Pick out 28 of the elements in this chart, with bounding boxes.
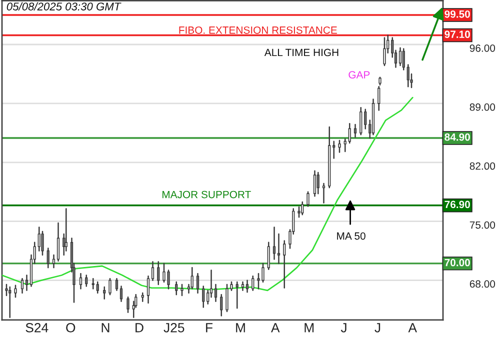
ref-line-label: 84.90 (444, 133, 470, 141)
annotation: GAP (348, 71, 370, 79)
annotation: MAJOR SUPPORT (162, 190, 251, 198)
x-tick-label: M (236, 323, 245, 332)
x-tick-label: O (66, 323, 76, 332)
annotation: FIBO. EXTENSION RESISTANCE (179, 26, 337, 34)
x-tick-label: J (374, 323, 380, 332)
y-tick-label: 89.00 (470, 103, 496, 111)
x-tick-label: S24 (26, 323, 48, 332)
x-tick-label: M (304, 323, 314, 332)
annotation: 05/08/2025 03:30 GMT (6, 2, 122, 10)
y-tick-label: 75.00 (470, 221, 496, 229)
x-tick-label: A (408, 323, 417, 332)
x-tick-label: J (340, 323, 346, 332)
y-tick-label: 68.00 (470, 280, 496, 288)
y-tick-label: 82.00 (470, 162, 496, 170)
ref-line-label: 99.50 (444, 10, 470, 18)
ref-line-label: 76.90 (444, 200, 470, 208)
x-tick-label: A (271, 323, 280, 332)
y-tick-label: 96.00 (470, 44, 496, 52)
annotation: ALL TIME HIGH (264, 48, 338, 56)
x-tick-label: D (136, 323, 144, 332)
annotation: MA 50 (337, 232, 366, 240)
ref-line-label: 70.00 (444, 258, 470, 266)
x-tick-label: N (102, 323, 110, 332)
ref-line-label: 97.10 (444, 30, 470, 38)
x-tick-label: J25 (164, 323, 184, 332)
x-tick-label: F (206, 323, 212, 332)
